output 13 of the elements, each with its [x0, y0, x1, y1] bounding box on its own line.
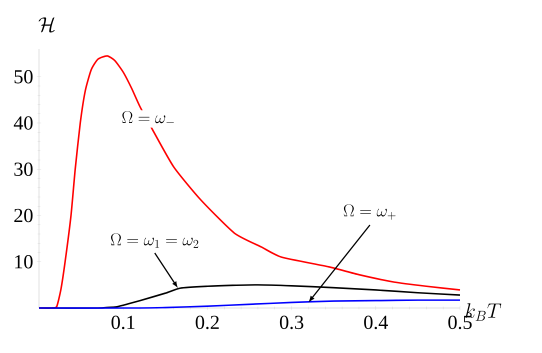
x-tick-label: 0.3 [280, 316, 304, 330]
y-tick-label: 50 [14, 70, 33, 84]
y-tick-label: 40 [14, 116, 33, 130]
x-tick-label: 0.2 [196, 316, 219, 330]
y-tick-label: 20 [14, 208, 33, 222]
x-tick-label: 0.4 [364, 316, 388, 330]
x-tick-label: 0.1 [112, 316, 134, 330]
y-tick-label: 30 [14, 162, 33, 176]
y-axis-title: $\mathcal{H}$ [38, 17, 55, 32]
annotation: $\Omega = \omega_1 = \omega_2$ [110, 233, 198, 248]
y-tick-label: 10 [15, 255, 33, 268]
annotation: $\Omega = \omega_-$ [122, 110, 174, 124]
annotation: $\Omega = \omega_+$ [344, 204, 396, 220]
